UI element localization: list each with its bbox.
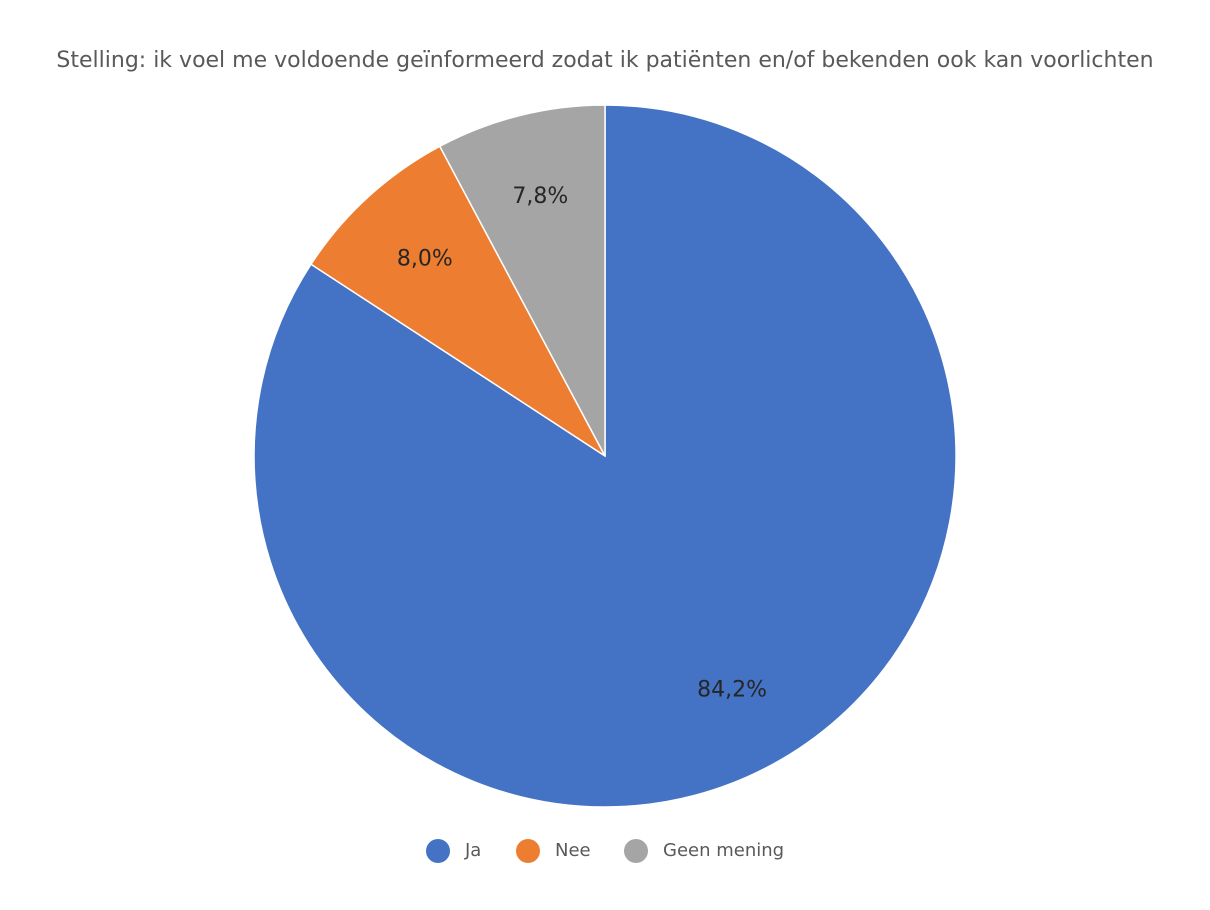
legend-marker: [516, 839, 540, 863]
data-label: 84,2%: [697, 678, 767, 703]
data-label: 8,0%: [397, 246, 453, 271]
legend-label: Nee: [555, 840, 591, 861]
legend-marker: [624, 839, 648, 863]
legend-label: Ja: [464, 840, 481, 861]
chart-title: Stelling: ik voel me voldoende geïnforme…: [56, 48, 1153, 73]
pie-slice: [253, 104, 957, 808]
pie-slice: [438, 104, 606, 457]
legend-label: Geen mening: [663, 840, 784, 861]
data-label: 7,8%: [512, 184, 568, 209]
legend-marker: [426, 839, 450, 863]
pie-slice: [309, 145, 606, 457]
